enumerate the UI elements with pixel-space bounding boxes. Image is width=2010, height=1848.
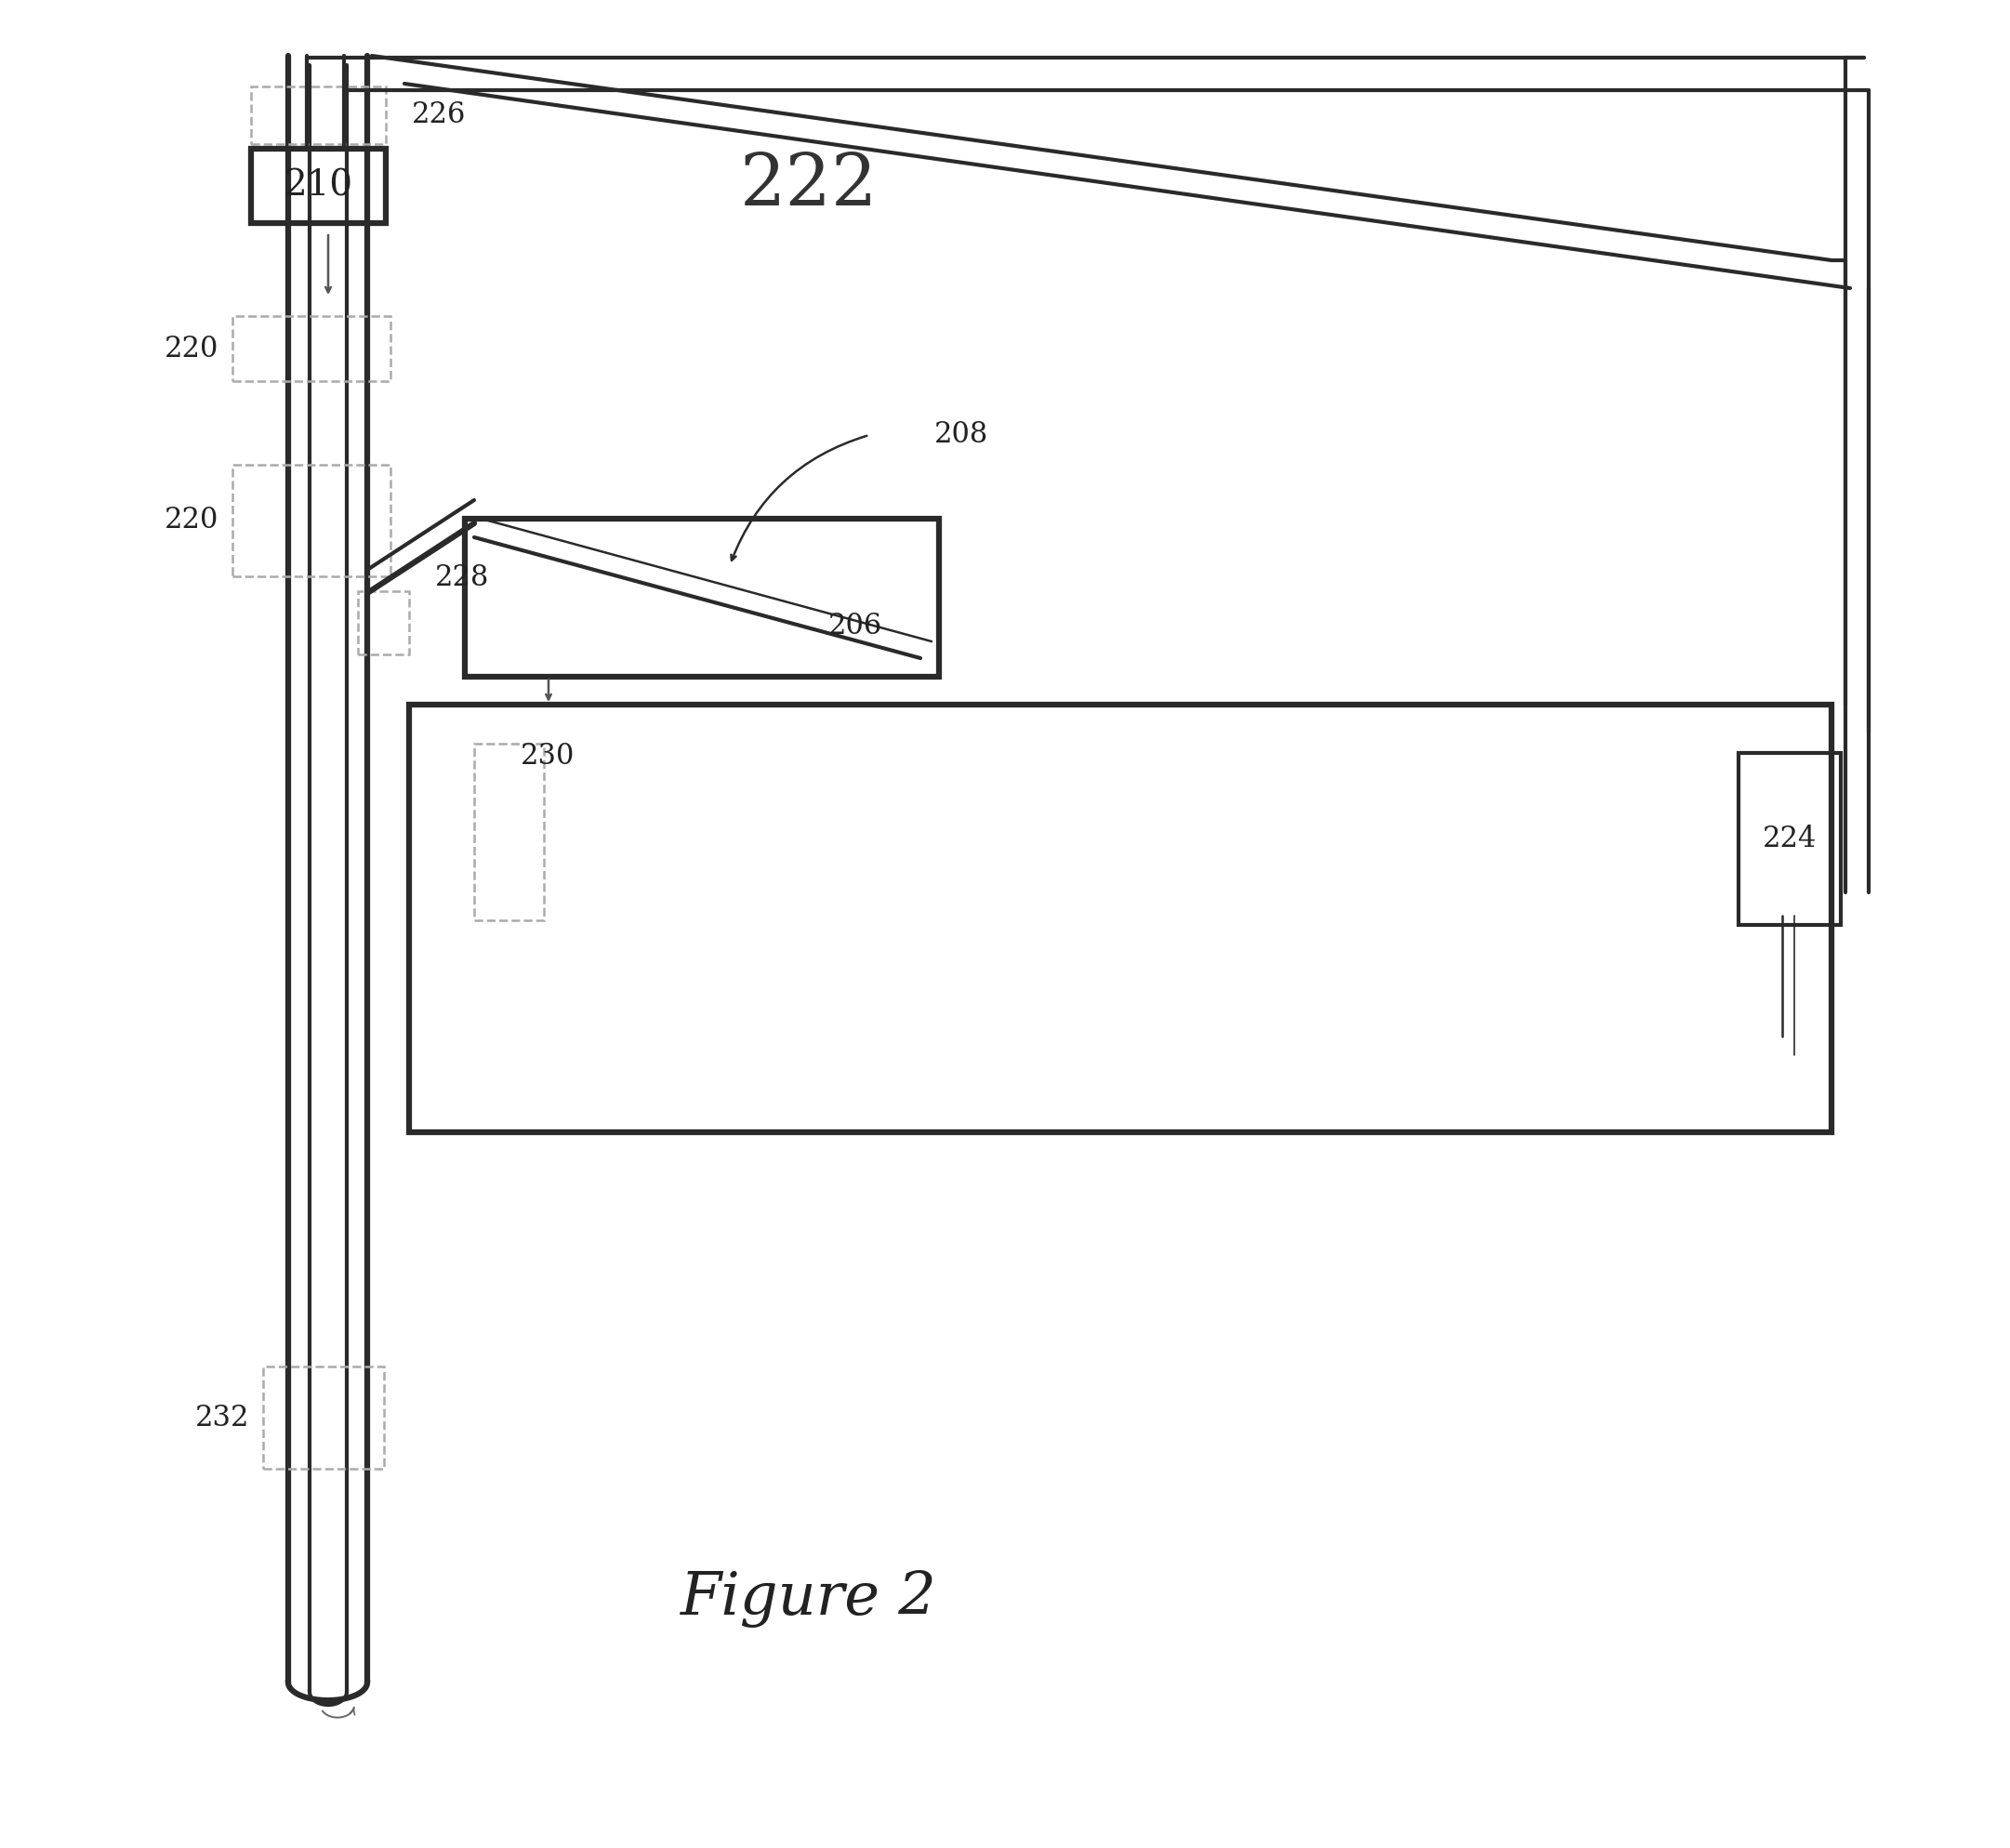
Bar — [233, 316, 390, 381]
Text: Figure 2: Figure 2 — [681, 1571, 937, 1628]
Bar — [410, 704, 1831, 1133]
Text: 206: 206 — [828, 612, 882, 639]
Bar — [358, 591, 410, 654]
Text: 232: 232 — [195, 1403, 249, 1432]
Text: 220: 220 — [165, 506, 219, 534]
Text: 220: 220 — [165, 334, 219, 362]
Text: 208: 208 — [935, 421, 989, 449]
Bar — [263, 1366, 384, 1469]
Bar — [474, 743, 545, 920]
Text: 222: 222 — [740, 152, 878, 222]
Text: 230: 230 — [521, 741, 575, 771]
Text: 228: 228 — [434, 564, 488, 591]
Bar — [251, 148, 386, 224]
Bar — [1739, 752, 1841, 926]
Bar — [233, 466, 390, 577]
Text: 210: 210 — [283, 168, 354, 203]
Text: 224: 224 — [1763, 824, 1817, 854]
Text: 226: 226 — [412, 102, 466, 129]
Bar — [251, 87, 386, 144]
Bar — [464, 519, 939, 676]
